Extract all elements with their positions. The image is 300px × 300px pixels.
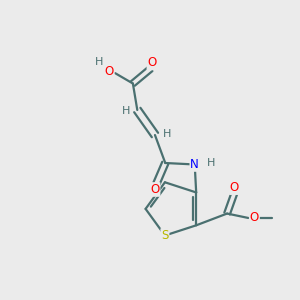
Text: N: N	[190, 158, 199, 171]
Text: S: S	[161, 229, 169, 242]
Text: O: O	[147, 56, 157, 69]
Text: O: O	[150, 183, 160, 196]
Text: O: O	[230, 181, 239, 194]
Text: O: O	[250, 212, 259, 224]
Text: O: O	[104, 65, 114, 78]
Text: H: H	[122, 106, 130, 116]
Text: H: H	[95, 57, 103, 67]
Text: H: H	[163, 129, 172, 139]
Text: H: H	[207, 158, 215, 168]
